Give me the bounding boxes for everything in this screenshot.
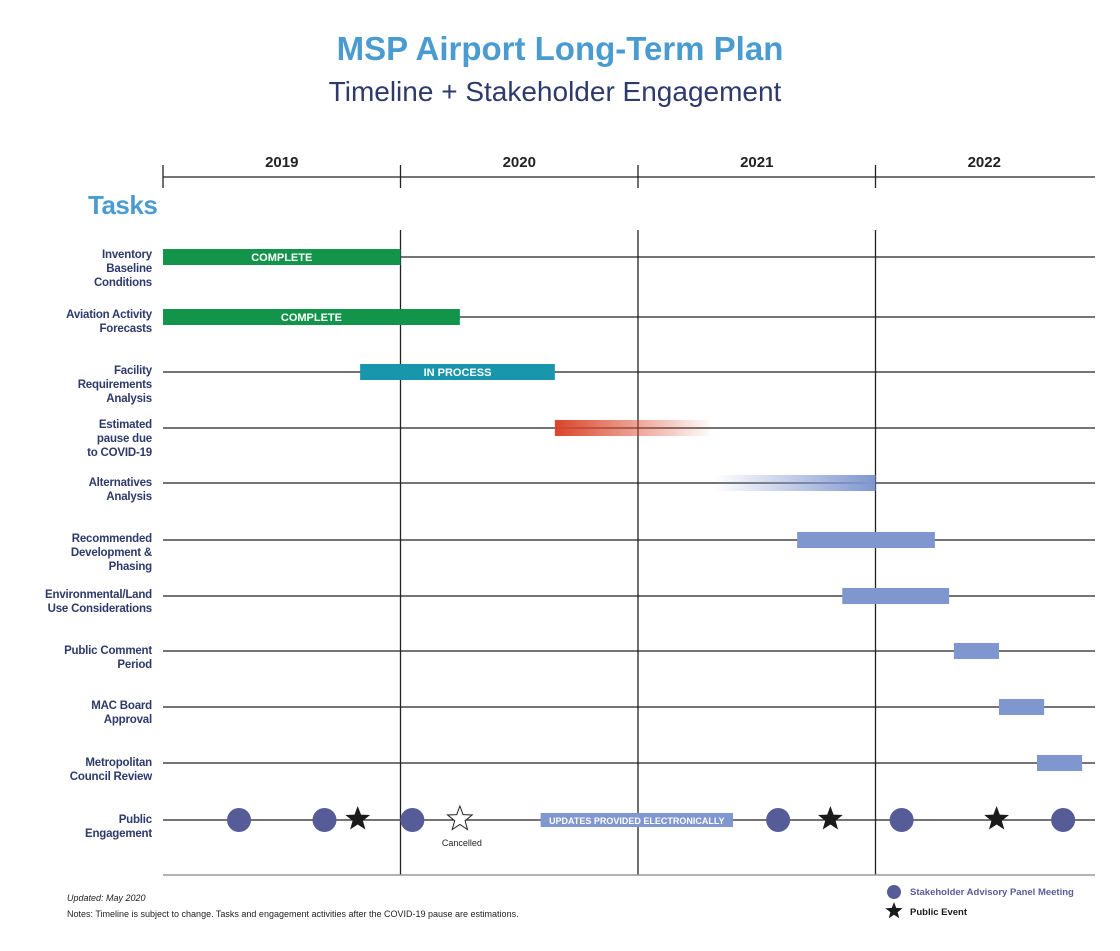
task-bar [999,699,1045,715]
legend-event: Public Event [910,907,968,918]
tasks-heading: Tasks [88,190,158,220]
task-label: Environmental/Land Use Considerations [45,589,152,615]
year-label: 2021 [740,154,773,171]
cancelled-label: Cancelled [442,838,482,848]
updated-note: Updated: May 2020 [67,893,146,903]
meeting-circle-marker [1051,808,1076,832]
public-event-star-marker [345,806,371,830]
task-label: Aviation Activity Forecasts [66,309,152,335]
task-bar [842,588,950,604]
task-bar [953,643,999,659]
meeting-circle-marker [227,808,251,832]
task-bar [163,309,460,325]
meeting-circle-marker [312,808,337,832]
legend-star-icon [885,902,903,919]
task-label: MAC Board Approval [91,700,152,726]
task-status-label: IN PROCESS [424,367,492,379]
notes-text: Notes: Timeline is subject to change. Ta… [67,909,519,919]
electronic-updates-label: UPDATES PROVIDED ELECTRONICALLY [549,816,725,826]
task-label: Inventory Baseline Conditions [93,249,152,289]
task-bar [163,249,401,265]
task-label: Estimated pause due to COVID-19 [87,419,152,459]
legend-meeting: Stakeholder Advisory Panel Meeting [910,887,1074,898]
task-label: Alternatives Analysis [88,477,153,503]
meeting-circle-marker [766,808,791,832]
cancelled-event-star-marker [446,804,474,831]
task-status-label: COMPLETE [281,312,342,324]
chart-subtitle: Timeline + Stakeholder Engagement [328,76,782,107]
year-label: 2019 [265,154,298,171]
task-label: Metropolitan Council Review [69,757,152,783]
year-label: 2022 [968,154,1001,171]
legend-circle-icon [887,885,901,899]
meeting-circle-marker [889,808,914,832]
engagement-label: Public Engagement [84,814,152,840]
year-label: 2020 [503,154,536,171]
task-bar [554,420,714,436]
chart-title: MSP Airport Long-Term Plan [336,30,784,67]
public-event-star-marker [818,806,843,830]
task-bar [797,532,935,548]
task-label: Recommended Development & Phasing [70,533,152,573]
task-status-label: COMPLETE [251,252,312,264]
task-label: Facility Requirements Analysis [77,365,152,405]
task-label: Public Comment Period [64,645,152,671]
task-bar [1037,755,1083,771]
public-event-star-marker [984,806,1009,830]
meeting-circle-marker [400,808,425,832]
task-bar [360,364,555,380]
task-bar [714,475,876,491]
electronic-updates-bar [540,813,733,827]
